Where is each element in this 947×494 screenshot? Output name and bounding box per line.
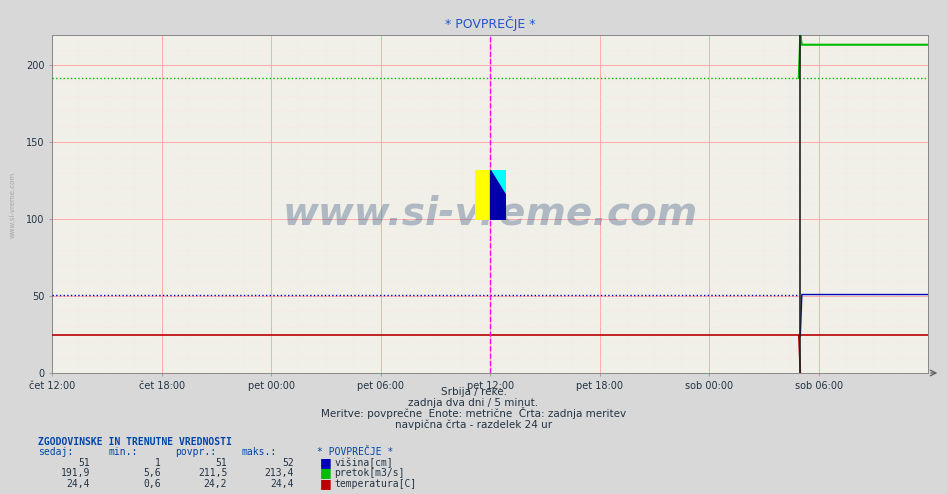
Text: min.:: min.: bbox=[109, 448, 138, 457]
Text: Srbija / reke.: Srbija / reke. bbox=[440, 387, 507, 397]
Text: www.si-vreme.com: www.si-vreme.com bbox=[282, 195, 698, 233]
Polygon shape bbox=[491, 170, 506, 195]
Text: 24,2: 24,2 bbox=[204, 479, 227, 489]
Text: ■: ■ bbox=[320, 466, 331, 479]
Text: 213,4: 213,4 bbox=[264, 468, 294, 478]
Text: 1: 1 bbox=[155, 458, 161, 468]
Text: zadnja dva dni / 5 minut.: zadnja dva dni / 5 minut. bbox=[408, 398, 539, 408]
Title: * POVPREČJE *: * POVPREČJE * bbox=[445, 16, 535, 31]
Text: 5,6: 5,6 bbox=[143, 468, 161, 478]
Polygon shape bbox=[491, 170, 506, 220]
Text: 0,6: 0,6 bbox=[143, 479, 161, 489]
Text: 24,4: 24,4 bbox=[270, 479, 294, 489]
Text: www.si-vreme.com: www.si-vreme.com bbox=[9, 172, 15, 238]
Text: 211,5: 211,5 bbox=[198, 468, 227, 478]
Text: 51: 51 bbox=[216, 458, 227, 468]
Text: ZGODOVINSKE IN TRENUTNE VREDNOSTI: ZGODOVINSKE IN TRENUTNE VREDNOSTI bbox=[38, 437, 232, 447]
Text: višina[cm]: višina[cm] bbox=[334, 457, 393, 468]
Text: 52: 52 bbox=[282, 458, 294, 468]
Polygon shape bbox=[491, 195, 506, 220]
Text: 191,9: 191,9 bbox=[61, 468, 90, 478]
Text: ■: ■ bbox=[320, 477, 331, 490]
Text: temperatura[C]: temperatura[C] bbox=[334, 479, 417, 489]
Text: povpr.:: povpr.: bbox=[175, 448, 216, 457]
Bar bbox=[475, 170, 491, 220]
Text: Meritve: povprečne  Enote: metrične  Črta: zadnja meritev: Meritve: povprečne Enote: metrične Črta:… bbox=[321, 407, 626, 419]
Text: sedaj:: sedaj: bbox=[38, 448, 73, 457]
Text: pretok[m3/s]: pretok[m3/s] bbox=[334, 468, 404, 478]
Text: navpična črta - razdelek 24 ur: navpična črta - razdelek 24 ur bbox=[395, 419, 552, 430]
Text: 24,4: 24,4 bbox=[66, 479, 90, 489]
Text: maks.:: maks.: bbox=[241, 448, 277, 457]
Text: 51: 51 bbox=[79, 458, 90, 468]
Text: * POVPREČJE *: * POVPREČJE * bbox=[317, 448, 394, 457]
Text: ■: ■ bbox=[320, 456, 331, 469]
